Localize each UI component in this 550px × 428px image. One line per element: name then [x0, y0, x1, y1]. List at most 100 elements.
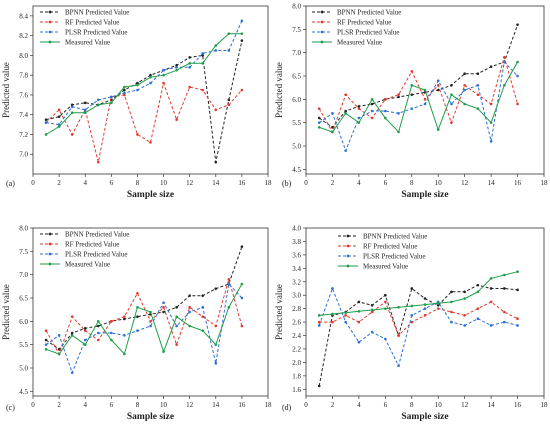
data-point [97, 332, 100, 335]
data-point [516, 61, 519, 64]
data-point [110, 102, 113, 105]
data-point [424, 297, 427, 300]
series-line [319, 285, 517, 386]
series-line [46, 83, 242, 162]
data-point [450, 301, 453, 304]
y-tick-label: 7.0 [19, 151, 28, 159]
y-tick-label: 2.2 [292, 345, 301, 353]
x-tick-label: 18 [541, 179, 549, 187]
data-point [437, 302, 440, 305]
y-tick-label: 7.8 [19, 72, 28, 80]
legend-label: RF Predicted Value [337, 19, 391, 27]
data-point [371, 98, 374, 101]
x-tick-label: 18 [265, 179, 273, 187]
data-point [241, 297, 244, 300]
data-point [241, 39, 244, 42]
data-point [424, 307, 427, 310]
data-point [384, 98, 387, 101]
data-point [136, 329, 139, 332]
data-point [450, 93, 453, 96]
data-point [110, 339, 113, 342]
y-tick-label: 4.0 [292, 225, 301, 233]
data-point [371, 117, 374, 120]
data-point [490, 103, 493, 106]
x-tick-label: 2 [57, 401, 61, 409]
data-point [110, 332, 113, 335]
data-point [344, 93, 347, 96]
y-tick-label: 7.0 [19, 271, 28, 279]
data-point [490, 301, 493, 304]
legend-marker [49, 243, 52, 246]
data-point [477, 107, 480, 110]
data-point [71, 133, 74, 136]
x-tick-label: 8 [136, 179, 140, 187]
data-point [410, 70, 413, 73]
data-point [463, 103, 466, 106]
x-tick-label: 6 [384, 179, 388, 187]
data-point [437, 84, 440, 87]
data-point [188, 306, 191, 309]
data-point [318, 324, 321, 327]
data-point [201, 294, 204, 297]
x-tick-label: 2 [331, 179, 335, 187]
data-point [516, 23, 519, 26]
data-point [188, 294, 191, 297]
x-tick-label: 10 [160, 179, 168, 187]
y-tick-label: 3.0 [292, 292, 301, 300]
x-tick-label: 14 [488, 179, 496, 187]
data-point [516, 289, 519, 292]
x-tick-label: 4 [83, 401, 87, 409]
y-tick-label: 5.0 [292, 143, 301, 151]
legend-marker [321, 31, 324, 34]
data-point [214, 325, 217, 328]
data-point [123, 315, 126, 318]
legend-label: RF Predicted Value [65, 19, 119, 27]
data-point [214, 108, 217, 111]
legend-label: Measured Value [337, 39, 382, 47]
data-point [358, 310, 361, 313]
y-tick-label: 6.0 [19, 318, 28, 326]
series-line [319, 57, 517, 132]
data-point [162, 301, 165, 304]
legend-label: PLSR Predicted Value [65, 29, 127, 37]
legend-label: RF Predicted Value [65, 241, 119, 249]
data-point [358, 105, 361, 108]
x-tick-label: 6 [110, 179, 114, 187]
y-axis-title: Predicted value [274, 62, 284, 118]
data-point [214, 287, 217, 290]
data-point [358, 121, 361, 124]
y-tick-label: 4.5 [292, 166, 301, 174]
legend-marker [347, 255, 350, 258]
data-point [384, 338, 387, 341]
data-point [149, 325, 152, 328]
series-line [319, 62, 517, 151]
x-tick-label: 12 [186, 179, 194, 187]
data-point [188, 325, 191, 328]
x-tick-label: 12 [461, 401, 469, 409]
data-point [149, 311, 152, 314]
data-point [331, 112, 334, 115]
data-point [397, 334, 400, 337]
data-point [84, 329, 87, 332]
series-line [319, 289, 517, 366]
data-point [503, 56, 506, 59]
data-point [228, 49, 231, 52]
data-point [503, 84, 506, 87]
data-point [175, 325, 178, 328]
data-point [71, 106, 74, 109]
data-point [162, 350, 165, 353]
data-point [188, 86, 191, 89]
data-point [175, 66, 178, 69]
data-point [516, 324, 519, 327]
data-point [344, 311, 347, 314]
y-tick-label: 7.5 [19, 248, 28, 256]
y-tick-label: 3.4 [292, 265, 301, 273]
data-point [477, 317, 480, 320]
data-point [450, 311, 453, 314]
data-point [371, 309, 374, 312]
data-point [228, 306, 231, 309]
data-point [463, 297, 466, 300]
data-point [358, 117, 361, 120]
data-point [58, 115, 61, 118]
data-point [358, 321, 361, 324]
